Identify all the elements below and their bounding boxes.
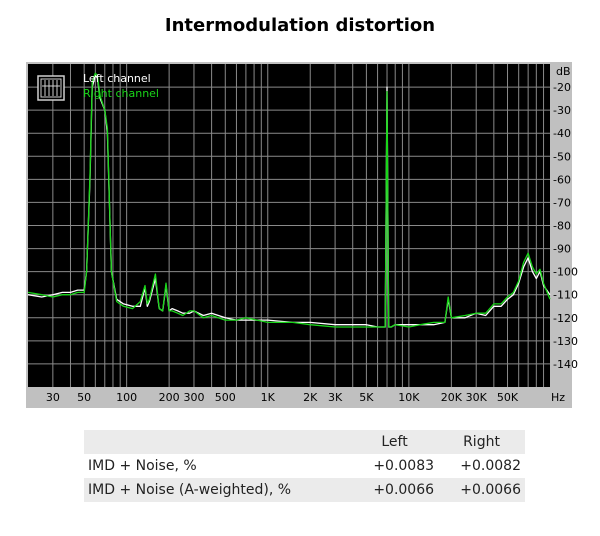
imd-chart: 30 50 100 200 300 500 1K 2K 3K 5K 10K 20K 30K 50K -20 -… — [26, 62, 578, 408]
x-tick-label: 50 — [77, 391, 91, 404]
x-tick-label: 30 — [46, 391, 60, 404]
x-tick-label: 2K — [303, 391, 318, 404]
y-tick-label: -40 — [553, 127, 571, 140]
y-tick-label: -100 — [553, 266, 578, 279]
legend-icon-frame — [37, 75, 65, 101]
row-label: IMD + Noise (A-weighted), % — [88, 482, 292, 498]
x-axis-unit-label: Hz — [551, 391, 565, 404]
y-tick-label: -60 — [553, 173, 571, 186]
results-table: Left Right IMD + Noise, % +0.0083 +0.008… — [84, 430, 525, 502]
y-tick-label: -120 — [553, 312, 578, 325]
y-tick-label: -140 — [553, 358, 578, 371]
x-tick-label: 3K — [328, 391, 343, 404]
right-value: +0.0066 — [460, 482, 521, 498]
y-tick-label: -70 — [553, 196, 571, 209]
chart-title: Intermodulation distortion — [164, 15, 436, 36]
legend-entry-left: Left channel — [83, 72, 151, 85]
x-tick-label: 1K — [261, 391, 276, 404]
table-row: IMD + Noise, % +0.0083 +0.0082 — [84, 454, 525, 478]
left-value: +0.0083 — [373, 458, 435, 474]
series-line-right — [27, 72, 551, 328]
x-tick-label: 10K — [398, 391, 420, 404]
legend-chart-icon — [37, 75, 65, 101]
header-right: Right — [463, 434, 500, 450]
y-tick-label: -30 — [553, 104, 571, 117]
left-value: +0.0066 — [373, 482, 435, 498]
y-tick-label: -80 — [553, 220, 571, 233]
row-label: IMD + Noise, % — [88, 458, 197, 474]
y-tick-label: -20 — [553, 81, 571, 94]
legend-entry-right: Right channel — [83, 87, 159, 100]
x-tick-label: 5K — [359, 391, 374, 404]
header-empty — [84, 430, 351, 454]
y-tick-label: -110 — [553, 289, 578, 302]
x-tick-label: 500 — [215, 391, 236, 404]
right-value: +0.0082 — [460, 458, 521, 474]
chart-container: 30 50 100 200 300 500 1K 2K 3K 5K 10K 20K 30K 50K -20 -… — [26, 62, 578, 408]
x-tick-label: 200 — [159, 391, 180, 404]
x-tick-label: 30K — [466, 391, 488, 404]
x-tick-label: 100 — [116, 391, 137, 404]
y-tick-label: -130 — [553, 335, 578, 348]
x-tick-label: 20K — [441, 391, 463, 404]
x-tick-label: 50K — [497, 391, 519, 404]
header-left: Left — [381, 434, 408, 450]
legend-icon-inner — [40, 78, 62, 98]
x-tick-label: 300 — [183, 391, 204, 404]
table-header-row: Left Right — [84, 430, 525, 454]
y-axis-unit-label: dB — [556, 65, 571, 78]
y-tick-label: -50 — [553, 150, 571, 163]
table-row: IMD + Noise (A-weighted), % +0.0066 +0.0… — [84, 478, 525, 502]
y-tick-label: -90 — [553, 243, 571, 256]
